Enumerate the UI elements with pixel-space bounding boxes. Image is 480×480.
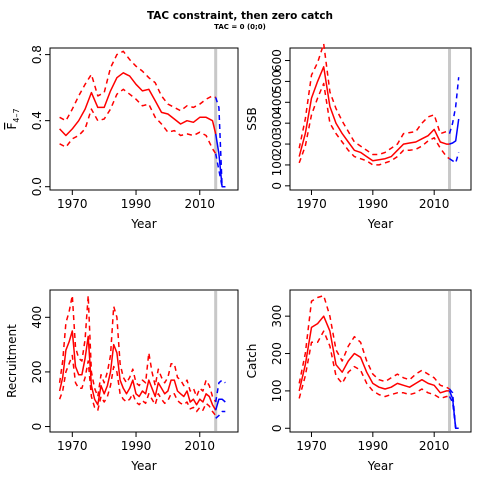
f-x-tick-label: 2010 (184, 197, 215, 211)
catch-historical-estimate-line (298, 315, 450, 394)
recruitment-x-axis-label: Year (130, 459, 156, 473)
ssb-y-tick-label: 400 (270, 91, 284, 114)
recruitment-x-tick-label: 1990 (121, 439, 152, 453)
f-x-tick-label: 1990 (121, 197, 152, 211)
catch-y-tick-label: 300 (270, 305, 284, 328)
catch-x-axis-label: Year (367, 459, 393, 473)
ssb-projection-estimate-line (449, 118, 460, 145)
ssb-x-tick-label: 2010 (419, 197, 450, 211)
ssb-x-axis-label: Year (367, 217, 393, 231)
recruitment-x-tick-label: 2010 (184, 439, 215, 453)
catch-x-tick-label: 1990 (358, 439, 389, 453)
recruitment-y-tick-label: 200 (30, 360, 44, 383)
ssb-plot-frame (289, 47, 472, 191)
f-y-tick-label: 0.8 (30, 45, 44, 64)
recruitment-plot-frame (49, 289, 239, 433)
f-historical-lower-line (59, 88, 217, 155)
recruitment-projection-upper-line (214, 379, 226, 403)
catch-y-tick-label: 0 (270, 424, 284, 432)
f-projection-estimate-line (214, 133, 226, 188)
ssb-projection-lower-line (449, 152, 460, 164)
f-historical-upper-line (59, 50, 217, 122)
f-x-tick-label: 1970 (57, 197, 88, 211)
f-historical-estimate-line (59, 72, 217, 137)
f-plot-frame (49, 47, 239, 191)
ssb-y-tick-label: 200 (270, 133, 284, 156)
catch-historical-upper-line (298, 294, 450, 390)
catch-y-tick-label: 100 (270, 379, 284, 402)
ssb-y-tick-label: 100 (270, 153, 284, 176)
f-panel: 1970 1990 2010 0.0 0.4 0.8 Year F4–7 (5, 45, 239, 231)
ssb-y-tick-label: 600 (270, 49, 284, 72)
ssb-projection-upper-line (448, 77, 460, 134)
recruitment-historical-lower-line (58, 354, 217, 417)
ssb-y-tick-label: 300 (270, 112, 284, 135)
ssb-historical-upper-line (298, 43, 450, 156)
f-y-tick-label: 0.4 (30, 111, 44, 130)
recruitment-y-tick-label: 400 (30, 306, 44, 329)
recruitment-projection-estimate-line (214, 398, 226, 411)
f-x-axis-label: Year (130, 217, 156, 231)
recruitment-y-tick-label: 0 (30, 423, 44, 431)
catch-historical-lower-line (298, 330, 450, 400)
recruitment-historical-estimate-line (58, 330, 217, 411)
catch-y-axis-label: Catch (245, 344, 259, 379)
catch-x-tick-label: 1970 (296, 439, 327, 453)
catch-projection-estimate-line (448, 390, 459, 430)
catch-panel: 1970 1990 2010 0 100 200 300 Year Catch (245, 289, 472, 473)
recruitment-y-axis-label: Recruitment (5, 324, 19, 398)
recruitment-projection-lower-line (215, 410, 226, 419)
recruitment-panel: 1970 1990 2010 0 200 400 Year Recruitment (5, 289, 239, 473)
catch-x-tick-label: 2010 (419, 439, 450, 453)
recruitment-historical-upper-line (58, 294, 217, 403)
f-y-axis-label: F4–7 (5, 108, 21, 129)
ssb-x-tick-label: 1970 (296, 197, 327, 211)
figure-title: TAC constraint, then zero catch (146, 10, 334, 22)
f-y-tick-label: 0.0 (30, 177, 44, 196)
ssb-y-axis-label: SSB (245, 107, 259, 130)
catch-y-tick-label: 200 (270, 342, 284, 365)
ssb-historical-lower-line (298, 82, 450, 166)
catch-plot-frame (289, 289, 472, 433)
figure-subtitle: TAC = 0 (0;0) (214, 23, 266, 31)
recruitment-x-tick-label: 1970 (57, 439, 88, 453)
ssb-y-tick-label: 0 (270, 182, 284, 190)
ssb-y-tick-label: 500 (270, 70, 284, 93)
ssb-historical-estimate-line (298, 66, 450, 162)
ssb-x-tick-label: 1990 (358, 197, 389, 211)
